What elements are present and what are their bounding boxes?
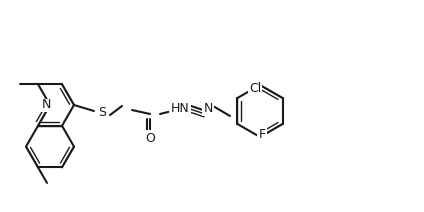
Text: HN: HN bbox=[170, 102, 190, 114]
Text: N: N bbox=[204, 102, 213, 114]
Text: S: S bbox=[98, 106, 106, 120]
Text: Cl: Cl bbox=[249, 82, 261, 95]
Text: F: F bbox=[259, 128, 265, 141]
Text: N: N bbox=[41, 99, 51, 112]
Text: O: O bbox=[145, 131, 155, 145]
